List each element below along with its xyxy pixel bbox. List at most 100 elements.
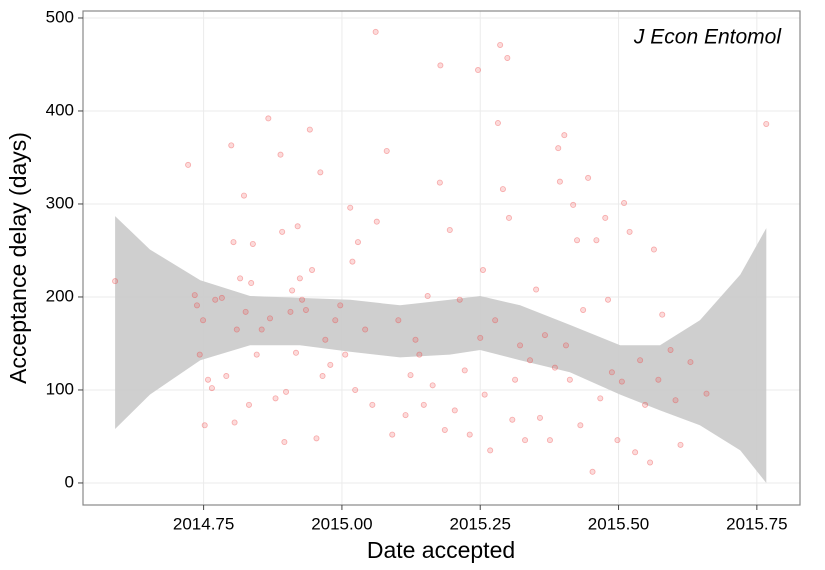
y-axis-title: Acceptance delay (days)	[5, 132, 31, 384]
point	[632, 449, 639, 456]
point	[566, 376, 573, 383]
point	[437, 62, 444, 69]
point	[672, 397, 679, 404]
point	[533, 286, 540, 293]
point	[354, 239, 361, 246]
point	[561, 132, 568, 139]
point	[593, 237, 600, 244]
point	[306, 126, 313, 133]
point	[212, 296, 219, 303]
point	[416, 351, 423, 358]
point	[347, 204, 354, 211]
panel-border	[82, 10, 801, 506]
point	[509, 416, 516, 423]
point	[597, 395, 604, 402]
point	[200, 317, 207, 324]
plot-area	[112, 28, 770, 483]
y-tick-label: 100	[46, 379, 74, 398]
point	[466, 431, 473, 438]
point	[522, 437, 529, 444]
point	[228, 142, 235, 149]
point	[763, 120, 770, 127]
point	[383, 147, 390, 154]
point	[296, 275, 303, 282]
point	[302, 306, 309, 313]
point	[618, 378, 625, 385]
point	[677, 441, 684, 448]
point	[245, 401, 252, 408]
point	[322, 336, 329, 343]
point	[281, 439, 288, 446]
point	[196, 351, 203, 358]
point	[258, 326, 265, 333]
point	[112, 278, 119, 285]
x-tick-label: 2015.00	[311, 514, 372, 533]
point	[602, 214, 609, 221]
point	[407, 372, 414, 379]
point	[614, 437, 621, 444]
point	[546, 437, 553, 444]
point	[292, 349, 299, 356]
point	[517, 342, 524, 349]
point	[461, 367, 468, 374]
point	[218, 294, 225, 301]
point	[667, 346, 674, 353]
point	[272, 395, 279, 402]
point	[512, 376, 519, 383]
point	[605, 296, 612, 303]
point	[191, 292, 198, 299]
x-tick-label: 2015.50	[588, 514, 649, 533]
point	[317, 169, 324, 176]
point	[456, 296, 463, 303]
point	[655, 376, 662, 383]
point	[492, 317, 499, 324]
point	[504, 54, 511, 61]
point	[585, 174, 592, 181]
point	[223, 373, 230, 380]
point	[230, 239, 237, 246]
point	[265, 115, 272, 122]
point	[313, 435, 320, 442]
point	[231, 419, 238, 426]
point	[650, 246, 657, 253]
y-tick-label: 400	[46, 100, 74, 119]
point	[327, 361, 334, 368]
point	[580, 306, 587, 313]
annotation: J Econ Entomol	[633, 26, 782, 49]
point	[372, 28, 379, 35]
x-tick-label: 2014.75	[173, 514, 234, 533]
point	[436, 179, 443, 186]
point	[242, 308, 249, 315]
point	[441, 426, 448, 433]
point	[626, 228, 633, 235]
point	[205, 376, 212, 383]
confidence-band	[115, 216, 767, 483]
point	[342, 351, 349, 358]
point	[248, 280, 255, 287]
point	[429, 382, 436, 389]
point	[283, 388, 290, 395]
point	[475, 67, 482, 74]
point	[499, 186, 506, 193]
point	[556, 178, 563, 185]
point	[253, 351, 260, 358]
point	[570, 201, 577, 208]
point	[266, 315, 273, 322]
point	[555, 145, 562, 152]
point	[233, 326, 240, 333]
point	[237, 275, 244, 282]
point	[420, 401, 427, 408]
point	[659, 311, 666, 318]
x-tick-label: 2015.25	[450, 514, 511, 533]
point	[477, 334, 484, 341]
point	[479, 266, 486, 273]
point	[589, 468, 596, 475]
point	[373, 218, 380, 225]
point	[527, 357, 534, 364]
point	[240, 192, 247, 199]
point	[349, 258, 356, 265]
point	[494, 120, 501, 127]
point	[319, 373, 326, 380]
point	[424, 293, 431, 300]
point	[352, 386, 359, 393]
